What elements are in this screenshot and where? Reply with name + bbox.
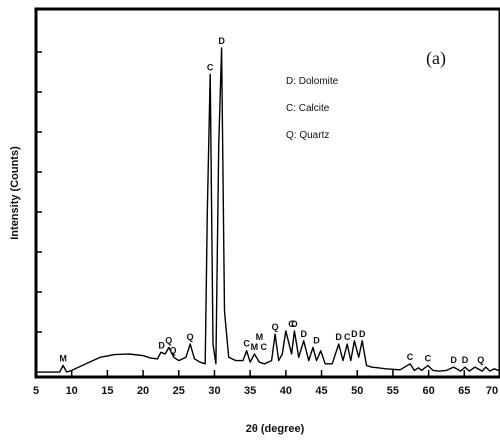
peak-label: C xyxy=(425,353,432,363)
legend-item-dolomite: D: Dolomite xyxy=(286,76,339,87)
plot-frame xyxy=(34,7,500,379)
x-tick-label: 40 xyxy=(280,385,292,397)
peak-label: C xyxy=(243,339,250,349)
y-axis-ticks xyxy=(36,51,42,333)
x-tick-label: 35 xyxy=(244,385,256,397)
x-tick-label: 55 xyxy=(387,385,399,397)
x-axis-ticks: 5 10 15 20 25 30 35 40 45 50 55 60 65 70 xyxy=(33,370,500,397)
peak-label: D xyxy=(291,319,298,329)
peak-label: D xyxy=(313,335,320,345)
peak-label: D xyxy=(218,36,225,46)
x-tick-label: 10 xyxy=(66,385,78,397)
legend-item-calcite: C: Calcite xyxy=(286,103,330,114)
x-tick-label: 60 xyxy=(422,385,434,397)
x-tick-label: 45 xyxy=(315,385,327,397)
peak-label: D xyxy=(359,329,366,339)
x-tick-label: 20 xyxy=(137,385,149,397)
x-tick-label: 25 xyxy=(173,385,185,397)
x-tick-label: 50 xyxy=(351,385,363,397)
peak-label: Q xyxy=(272,322,279,332)
peak-label: D xyxy=(450,355,457,365)
x-tick-label: 65 xyxy=(458,385,470,397)
x-tick-label: 5 xyxy=(33,385,39,397)
legend: D: Dolomite C: Calcite Q: Quartz xyxy=(286,76,339,141)
peak-label: Q xyxy=(165,335,172,345)
peak-label: Q xyxy=(170,345,177,355)
peak-label: D xyxy=(351,329,358,339)
peak-label: C xyxy=(207,62,214,72)
legend-item-quartz: Q: Quartz xyxy=(286,130,329,141)
peak-label: C xyxy=(344,332,351,342)
peak-label: M xyxy=(251,342,259,352)
x-axis-label: 2θ (degree) xyxy=(246,423,305,435)
peak-label: D xyxy=(158,340,165,350)
peak-label: D xyxy=(462,355,469,365)
xrd-pattern-line xyxy=(36,47,500,373)
panel-label: (a) xyxy=(426,48,446,69)
y-axis-label: Intensity (Counts) xyxy=(9,146,21,240)
peak-label: Q xyxy=(477,355,484,365)
peak-label: M xyxy=(256,332,264,342)
peak-label: C xyxy=(260,342,267,352)
peak-label: C xyxy=(288,319,295,329)
peak-label: D xyxy=(335,332,342,342)
peak-label: C xyxy=(407,352,414,362)
x-tick-label: 30 xyxy=(208,385,220,397)
peak-label: D xyxy=(300,329,307,339)
x-tick-label: 70 xyxy=(486,385,498,397)
x-tick-label: 15 xyxy=(101,385,113,397)
peak-label: M xyxy=(59,353,67,363)
peak-label: Q xyxy=(187,332,194,342)
